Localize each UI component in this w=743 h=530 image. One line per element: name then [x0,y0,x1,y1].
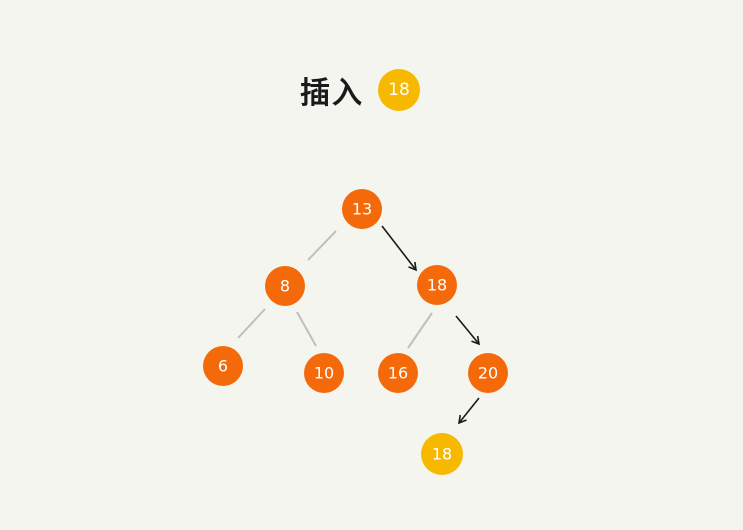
path-arrow-18-20 [455,315,481,346]
title: 插入 18 [300,69,420,111]
node-10: 10 [304,353,344,393]
edge-8-6 [237,308,266,339]
node-label: 20 [478,364,498,383]
edge-18-16 [407,312,433,349]
node-label: 16 [388,364,408,383]
node-8: 8 [265,266,305,306]
node-18-inserted: 18 [421,433,463,475]
path-arrow-13-18 [381,225,417,272]
node-label: 6 [218,357,228,376]
title-value-badge: 18 [378,69,420,111]
node-label: 8 [280,277,290,296]
node-label: 18 [432,445,452,464]
node-13: 13 [342,189,382,229]
node-label: 10 [314,364,334,383]
node-label: 13 [352,200,372,219]
node-20: 20 [468,353,508,393]
title-action: 插入 [300,76,364,111]
edge-13-8 [307,230,337,261]
node-6: 6 [203,346,243,386]
node-18: 18 [417,265,457,305]
edge-8-10 [296,311,317,347]
node-16: 16 [378,353,418,393]
node-label: 18 [427,276,447,295]
path-arrow-20-18 [457,397,480,425]
